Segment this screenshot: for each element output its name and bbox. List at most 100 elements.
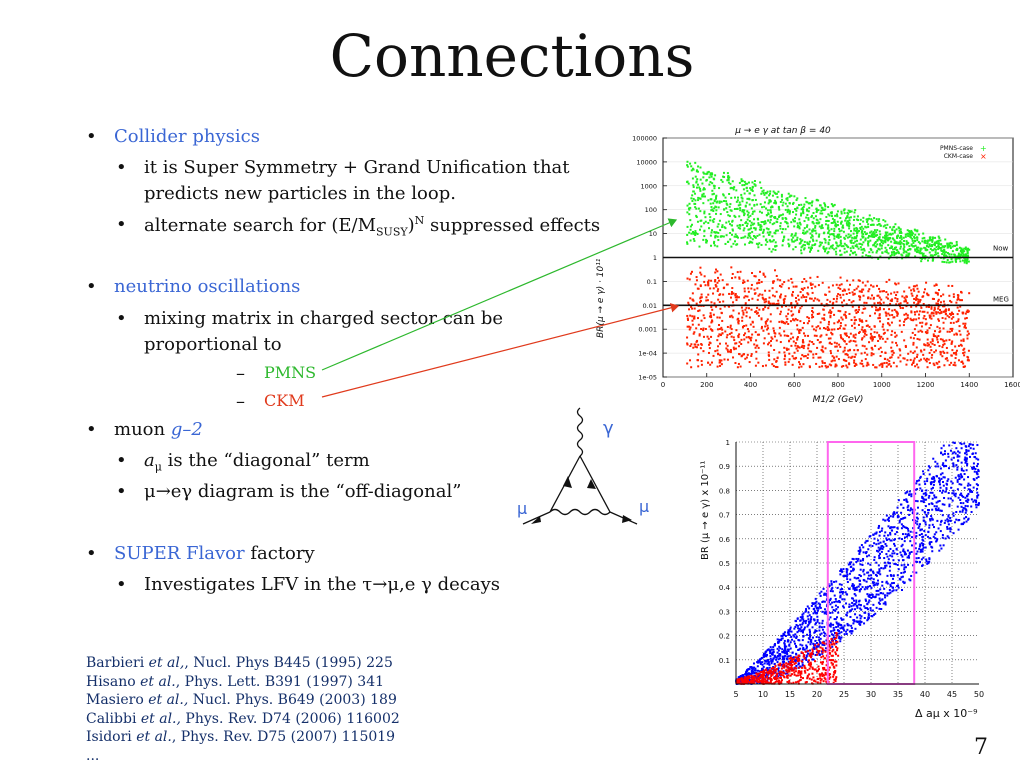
pmns-point: [774, 248, 777, 251]
blue-point: [795, 646, 798, 649]
blue-point: [878, 570, 881, 573]
ckm-point: [894, 335, 897, 338]
blue-point: [952, 512, 955, 515]
blue-point: [967, 492, 970, 495]
ckm-point: [750, 287, 753, 290]
pmns-point: [757, 243, 760, 246]
pmns-point: [751, 185, 754, 188]
blue-point: [859, 563, 862, 566]
pmns-point: [760, 228, 763, 231]
ckm-point: [691, 319, 694, 322]
blue-point: [896, 563, 899, 566]
pmns-point: [741, 223, 744, 226]
blue-point: [854, 627, 857, 630]
blue-point: [770, 660, 773, 663]
ckm-point: [798, 331, 801, 334]
ckm-point: [790, 277, 793, 280]
ckm-point: [810, 350, 813, 353]
blue-point: [859, 617, 862, 620]
ckm-point: [914, 313, 917, 316]
pmns-point: [713, 187, 716, 190]
pmns-point: [968, 248, 971, 251]
blue-point: [892, 513, 895, 516]
ckm-point: [747, 307, 750, 310]
pmns-point: [736, 196, 739, 199]
pmns-point: [764, 243, 767, 246]
pmns-point: [726, 179, 729, 182]
ckm-point: [875, 306, 878, 309]
ckm-point: [707, 281, 710, 284]
ckm-point: [839, 334, 842, 337]
pmns-point: [856, 215, 859, 218]
blue-point: [763, 659, 766, 662]
pmns-point: [950, 258, 953, 261]
pmns-point: [814, 226, 817, 229]
blue-point: [768, 663, 771, 666]
blue-point: [908, 493, 911, 496]
blue-point: [970, 498, 973, 501]
pmns-point: [834, 223, 837, 226]
pmns-point: [861, 255, 864, 258]
blue-point: [889, 562, 892, 565]
ckm-point: [928, 351, 931, 354]
blue-point: [838, 601, 841, 604]
ckm-point: [796, 328, 799, 331]
ckm-point: [734, 347, 737, 350]
ckm-point: [792, 313, 795, 316]
pmns-point: [876, 229, 879, 232]
pmns-point: [841, 224, 844, 227]
ckm-point: [714, 350, 717, 353]
blue-point: [929, 518, 932, 521]
blue-point: [821, 601, 824, 604]
ckm-point: [719, 361, 722, 364]
ckm-point: [710, 301, 713, 304]
pmns-point: [892, 248, 895, 251]
ckm-point: [767, 332, 770, 335]
ckm-point: [883, 331, 886, 334]
blue-point: [942, 465, 945, 468]
blue-point: [756, 669, 759, 672]
ckm-point: [741, 309, 744, 312]
ckm-point: [760, 280, 763, 283]
blue-point: [857, 585, 860, 588]
ckm-point: [963, 354, 966, 357]
ckm-point: [848, 312, 851, 315]
ckm-point: [840, 283, 843, 286]
pmns-point: [758, 210, 761, 213]
blue-point: [792, 656, 795, 659]
blue-point: [946, 526, 949, 529]
pmns-point: [768, 201, 771, 204]
ckm-point: [867, 290, 870, 293]
blue-point: [965, 520, 968, 523]
pmns-point: [710, 172, 713, 175]
pmns-point: [711, 219, 714, 222]
pmns-point: [838, 228, 841, 231]
blue-point: [972, 500, 975, 503]
ckm-point: [913, 328, 916, 331]
blue-point: [801, 639, 804, 642]
blue-point: [941, 534, 944, 537]
blue-point: [927, 509, 930, 512]
ckm-point: [751, 272, 754, 275]
ckm-point: [700, 343, 703, 346]
ckm-point: [878, 296, 881, 299]
pmns-point: [902, 251, 905, 254]
pmns-point: [796, 238, 799, 241]
ckm-point: [737, 322, 740, 325]
blue-point: [859, 620, 862, 623]
pmns-point: [726, 203, 729, 206]
blue-point: [960, 461, 963, 464]
pmns-point: [820, 225, 823, 228]
pmns-point: [824, 208, 827, 211]
ckm-point: [926, 366, 929, 369]
pmns-point: [917, 246, 920, 249]
blue-point: [947, 492, 950, 495]
pmns-point: [957, 252, 960, 255]
sub-bullet-dot: •: [116, 308, 127, 329]
ckm-point: [767, 300, 770, 303]
blue-point: [790, 638, 793, 641]
blue-point: [925, 558, 928, 561]
pmns-point: [862, 220, 865, 223]
ckm-point: [830, 331, 833, 334]
ckm-point: [778, 351, 781, 354]
